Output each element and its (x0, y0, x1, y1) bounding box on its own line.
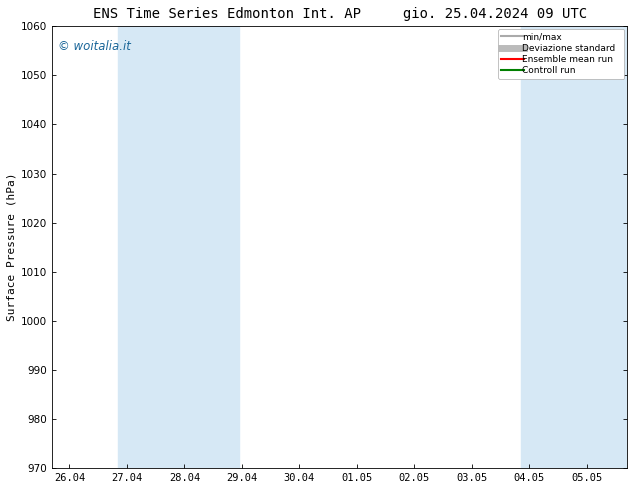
Title: ENS Time Series Edmonton Int. AP     gio. 25.04.2024 09 UTC: ENS Time Series Edmonton Int. AP gio. 25… (93, 7, 586, 21)
Bar (521, 26, 627, 468)
Bar (119, 26, 239, 468)
Y-axis label: Surface Pressure (hPa): Surface Pressure (hPa) (7, 173, 17, 321)
Legend: min/max, Deviazione standard, Ensemble mean run, Controll run: min/max, Deviazione standard, Ensemble m… (498, 29, 624, 79)
Text: © woitalia.it: © woitalia.it (58, 40, 131, 52)
